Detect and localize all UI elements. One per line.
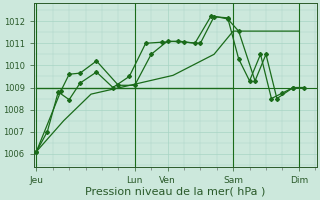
X-axis label: Pression niveau de la mer( hPa ): Pression niveau de la mer( hPa )	[85, 187, 265, 197]
